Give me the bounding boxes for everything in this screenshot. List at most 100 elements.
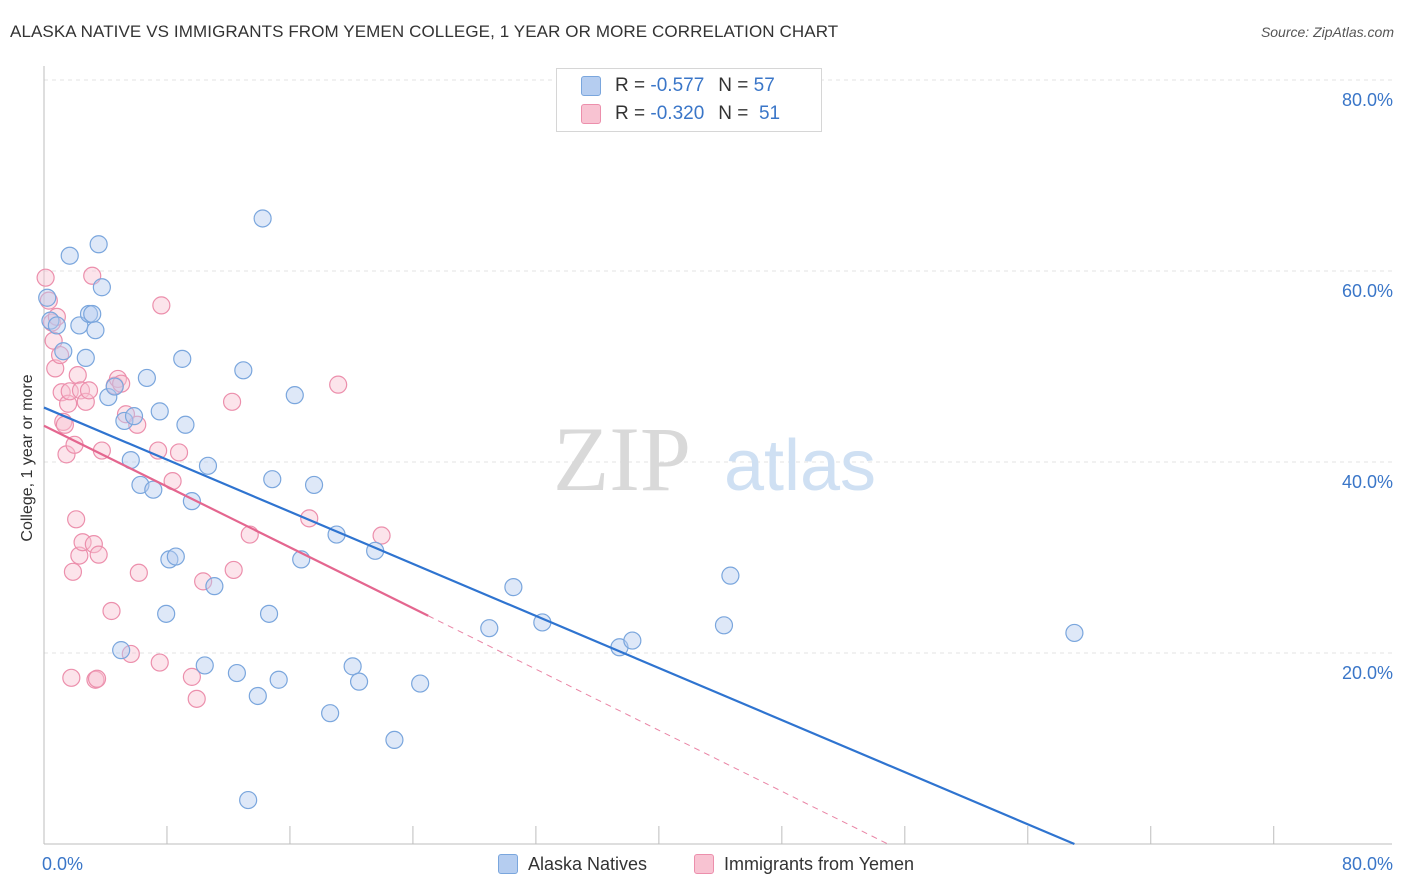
data-point	[86, 670, 105, 689]
alaska-points	[38, 209, 1084, 810]
data-point	[115, 411, 134, 431]
data-point	[285, 386, 304, 405]
data-point	[239, 790, 258, 810]
data-point	[504, 578, 523, 597]
x-tick-label: 0.0%	[42, 854, 83, 874]
legend-n-label: N =	[718, 75, 749, 96]
data-point	[121, 644, 140, 664]
y-tick-label: 80.0%	[1342, 90, 1393, 110]
grid-lines	[44, 79, 1392, 654]
legend-n-value: 57	[753, 75, 775, 96]
data-point	[62, 668, 81, 687]
bottom-legend-yemen: Immigrants from Yemen	[694, 852, 914, 876]
data-point	[105, 377, 124, 396]
alaska-swatch	[498, 854, 518, 874]
data-point	[224, 560, 243, 580]
data-point	[222, 392, 242, 411]
data-point	[349, 672, 369, 691]
data-point	[46, 359, 65, 378]
data-point	[205, 577, 224, 596]
data-point	[152, 296, 171, 315]
data-point	[263, 470, 282, 489]
y-tick-label: 60.0%	[1342, 281, 1393, 301]
data-point	[304, 475, 324, 495]
data-point	[329, 375, 348, 394]
legend-row-alaska: R = -0.577 N = 57	[581, 73, 775, 99]
yemen-trend-extension	[427, 615, 889, 845]
data-point	[234, 361, 253, 380]
data-point	[73, 533, 92, 552]
legend-r-label: R =	[615, 103, 646, 124]
data-point	[227, 663, 246, 683]
yemen-legend-label: Immigrants from Yemen	[724, 853, 915, 874]
alaska-swatch	[581, 76, 601, 96]
data-point	[76, 348, 95, 368]
data-point	[54, 342, 73, 361]
legend-r-value: -0.577	[650, 75, 705, 96]
data-point	[102, 601, 121, 621]
data-point	[144, 480, 163, 499]
trend-lines	[43, 406, 1075, 846]
legend-n-label: N =	[718, 103, 749, 124]
data-point	[89, 545, 108, 564]
data-point	[195, 656, 214, 675]
x-tick-label: 80.0%	[1342, 854, 1393, 874]
data-point	[166, 547, 185, 566]
data-point	[623, 631, 642, 650]
data-point	[60, 246, 79, 265]
data-point	[248, 686, 267, 706]
y-tick-label: 40.0%	[1342, 472, 1393, 492]
data-point	[68, 365, 87, 385]
data-point	[70, 546, 89, 565]
alaska-trend-line	[43, 406, 1075, 846]
data-point	[169, 443, 189, 462]
data-point	[385, 730, 404, 750]
legend-row-yemen: R = -0.320 N = 51	[581, 101, 780, 127]
yemen-trend-line	[43, 424, 429, 617]
data-point	[89, 235, 108, 254]
legend-r-label: R =	[615, 75, 646, 96]
legend-r-value: -0.320	[650, 103, 705, 124]
yemen-swatch	[581, 104, 601, 124]
data-point	[150, 402, 169, 421]
data-point	[92, 278, 111, 297]
data-point	[86, 321, 105, 340]
tick-labels: 20.0% 40.0% 60.0% 80.0% 0.0% 80.0%	[42, 90, 1393, 874]
data-point	[84, 535, 103, 554]
data-point	[187, 689, 206, 708]
data-point	[36, 268, 55, 287]
axes	[43, 66, 1392, 845]
source-label: Source: ZipAtlas.com	[1260, 24, 1394, 40]
y-tick-label: 20.0%	[1342, 663, 1393, 683]
data-point	[1065, 623, 1084, 643]
data-point	[83, 304, 102, 324]
data-point	[411, 674, 430, 693]
data-point	[269, 670, 288, 689]
data-point	[112, 641, 131, 660]
data-point	[198, 456, 218, 475]
data-point	[253, 209, 272, 228]
data-point	[157, 604, 176, 623]
data-point	[76, 392, 95, 411]
data-point	[321, 704, 340, 723]
data-point	[79, 381, 99, 400]
stats-legend: R = -0.577 N = 57 R = -0.320 N = 51	[556, 68, 822, 132]
data-point	[343, 657, 362, 676]
data-point	[480, 619, 499, 638]
data-point	[372, 526, 391, 545]
yemen-swatch	[694, 854, 714, 874]
data-point	[176, 415, 195, 434]
data-point	[39, 291, 58, 310]
data-point	[137, 368, 156, 388]
data-point	[173, 349, 192, 368]
data-point	[129, 563, 148, 582]
watermark-zip: ZIP	[553, 408, 691, 510]
data-point	[47, 316, 66, 335]
data-point	[38, 288, 57, 307]
bottom-legend-alaska: Alaska Natives	[498, 852, 647, 876]
data-point	[259, 604, 279, 623]
data-point	[194, 572, 213, 591]
legend-n-value: 51	[758, 103, 781, 124]
data-point	[63, 562, 83, 581]
